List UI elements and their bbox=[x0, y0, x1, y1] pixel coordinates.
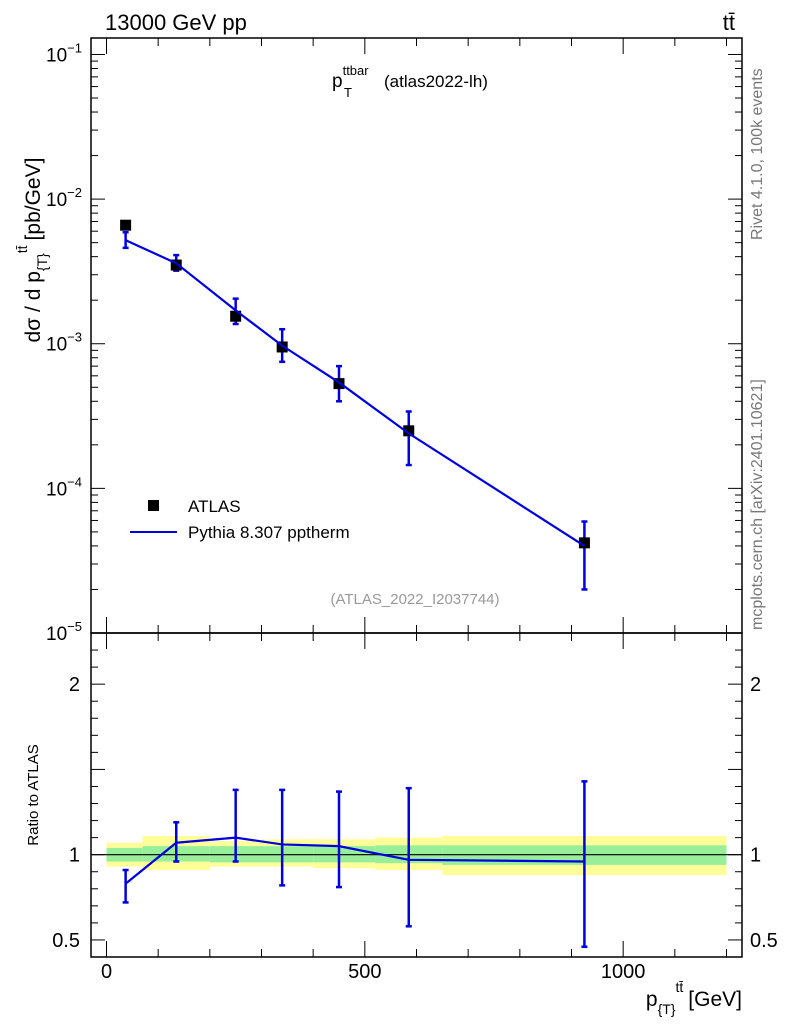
atlas-data-point bbox=[170, 259, 182, 271]
mcplots-label: mcplots.cern.ch [arXiv:2401.10621] bbox=[749, 379, 766, 630]
tick-label-base: 10 bbox=[46, 479, 67, 500]
ratio-axes: 0.5 0.5 1 1 2 2 0 500 1000 bbox=[52, 633, 778, 983]
atlas-data-point bbox=[403, 425, 415, 437]
ratio-plot-frame bbox=[90, 632, 743, 958]
main-y-tick-label: 10−2 bbox=[46, 185, 82, 211]
ratio-panel: 0.5 0.5 1 1 2 2 0 500 1000 Ratio to ATLAS p{T}tt… bbox=[25, 632, 778, 1017]
watermark: (ATLAS_2022_I2037744) bbox=[330, 591, 499, 608]
tick-label-exponent: −5 bbox=[67, 619, 82, 634]
x-tick-label: 1000 bbox=[601, 961, 646, 983]
atlas-data-point bbox=[578, 537, 590, 549]
x-tick-label: 0 bbox=[101, 961, 112, 983]
ylabel-sub: {T} bbox=[34, 253, 50, 271]
tick-label-exponent: −2 bbox=[67, 185, 82, 200]
legend-marker-atlas bbox=[148, 500, 159, 511]
main-plot-frame bbox=[90, 37, 743, 634]
header-left-title: 13000 GeV pp bbox=[105, 10, 247, 35]
ratio-plot-marks bbox=[91, 780, 742, 949]
xlabel-sup: tt̄ bbox=[676, 979, 684, 995]
header-process: tt̄ bbox=[723, 10, 735, 35]
title-suffix: (atlas2022-lh) bbox=[384, 72, 488, 91]
ratio-y-tick-label-right: 2 bbox=[750, 674, 761, 696]
legend-label-atlas: ATLAS bbox=[188, 497, 241, 516]
x-axis-label: p{T}tt̄ [GeV] bbox=[646, 979, 742, 1017]
tick-label-base: 10 bbox=[46, 624, 67, 645]
tick-label-exponent: −1 bbox=[67, 40, 82, 55]
xlabel-main: p bbox=[646, 988, 658, 1011]
legend-label-pythia: Pythia 8.307 pptherm bbox=[188, 523, 350, 542]
ratio-y-tick-label-right: 0.5 bbox=[750, 930, 778, 952]
ratio-y-axis-label: Ratio to ATLAS bbox=[25, 744, 42, 845]
tick-label-exponent: −4 bbox=[67, 474, 82, 489]
atlas-data-point bbox=[120, 219, 132, 231]
tick-label-base: 10 bbox=[46, 335, 67, 356]
main-axes: 10−510−410−310−210−1 bbox=[46, 38, 742, 645]
ylabel-unit: [pb/GeV] bbox=[22, 158, 45, 241]
ylabel-main: dσ / d p bbox=[22, 271, 45, 342]
ratio-y-tick-label-right: 1 bbox=[750, 845, 761, 867]
main-y-tick-label: 10−4 bbox=[46, 474, 82, 500]
atlas-data-point bbox=[230, 310, 242, 322]
main-y-tick-label: 10−5 bbox=[46, 619, 82, 645]
x-tick-label: 500 bbox=[348, 961, 381, 983]
mc-prediction-line bbox=[125, 239, 586, 547]
main-y-tick-label: 10−3 bbox=[46, 330, 82, 356]
rivet-version-label: Rivet 4.1.0, 100k events bbox=[749, 68, 766, 240]
main-plot-marks bbox=[120, 219, 590, 591]
ratio-y-tick-label-left: 2 bbox=[69, 674, 80, 696]
ratio-y-tick-label-left: 0.5 bbox=[52, 930, 80, 952]
ratio-line bbox=[124, 836, 585, 885]
xlabel-sub: {T} bbox=[658, 1001, 676, 1017]
title-sup: ttbar bbox=[343, 63, 370, 78]
tick-label-base: 10 bbox=[46, 45, 67, 66]
main-y-tick-label: 10−1 bbox=[46, 40, 82, 66]
main-y-axis-label: dσ / d p{T} tt̄ [pb/GeV] bbox=[14, 158, 50, 343]
ratio-y-tick-label-left: 1 bbox=[69, 845, 80, 867]
main-panel: 10−510−410−310−210−1 13000 GeV pp tt̄ pt… bbox=[14, 10, 743, 645]
title-sub: T bbox=[344, 85, 352, 100]
tick-label-exponent: −3 bbox=[67, 330, 82, 345]
legend: ATLAS Pythia 8.307 pptherm bbox=[130, 497, 350, 542]
tick-label-base: 10 bbox=[46, 190, 67, 211]
main-plot-title: pttbar T (atlas2022-lh) bbox=[332, 63, 488, 100]
xlabel-unit: [GeV] bbox=[688, 988, 742, 1011]
title-base: p bbox=[332, 71, 343, 92]
ylabel-sup: tt̄ bbox=[14, 245, 30, 253]
